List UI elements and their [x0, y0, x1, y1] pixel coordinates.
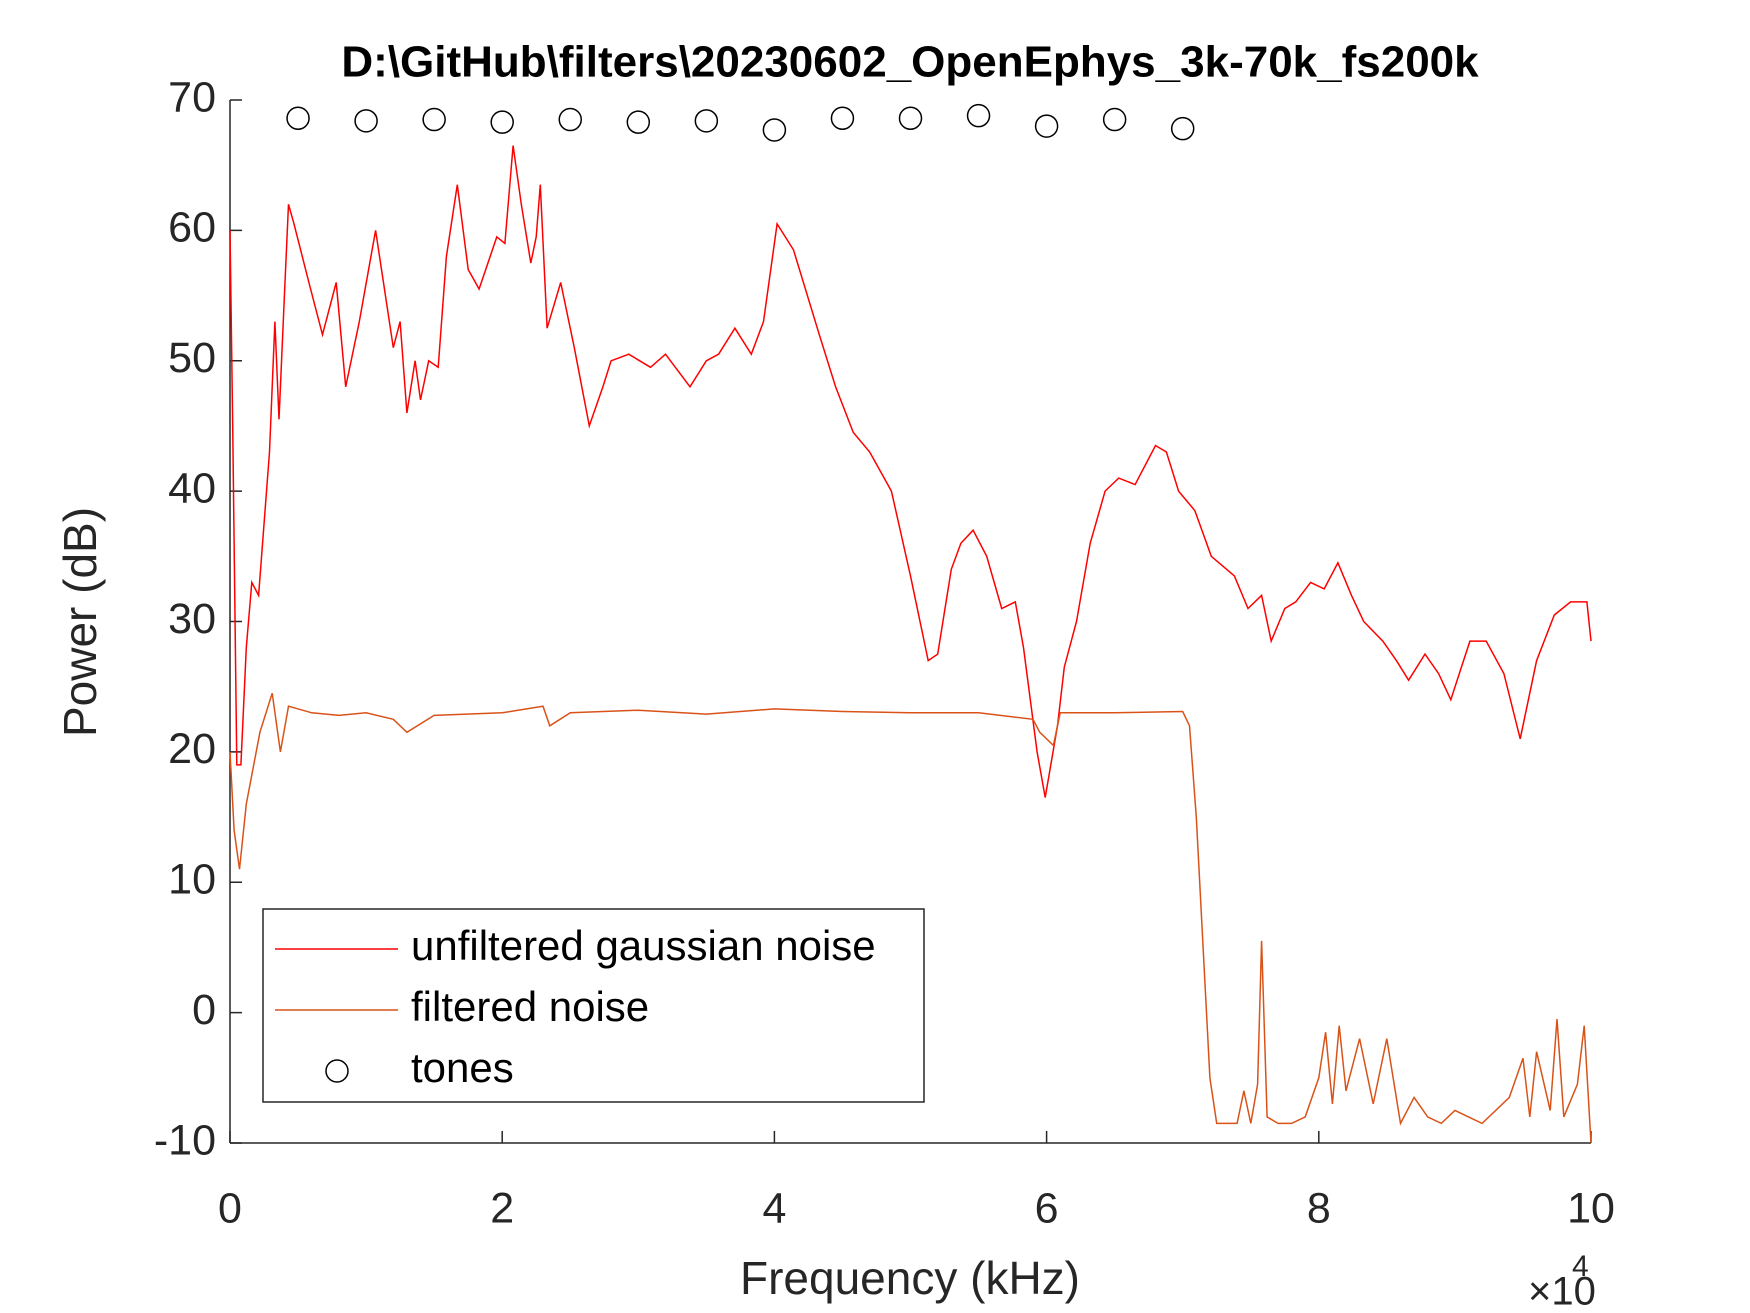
- tone-marker: [694, 109, 719, 133]
- tone-marker: [558, 107, 582, 132]
- tone-marker: [354, 109, 378, 133]
- series-line: [229, 692, 1592, 1144]
- y-tick-label: 60: [168, 204, 216, 252]
- y-tick-label: 30: [168, 595, 216, 643]
- y-tick-label: 70: [168, 73, 216, 121]
- y-tick-label: 20: [168, 725, 216, 773]
- y-tick-label: -10: [154, 1116, 216, 1164]
- y-tick-label: 0: [192, 986, 216, 1034]
- y-tick-label: 50: [168, 334, 216, 382]
- tone-marker: [490, 110, 514, 134]
- x-tick-label: 8: [1307, 1184, 1331, 1232]
- x-tick-label: 6: [1035, 1184, 1059, 1232]
- y-tick-label: 40: [168, 464, 216, 512]
- legend-label: filtered noise: [411, 983, 649, 1030]
- x-tick-label: 2: [490, 1184, 514, 1232]
- legend: unfiltered gaussian noise filtered noise t…: [262, 908, 925, 1103]
- legend-label: unfiltered gaussian noise: [411, 922, 876, 969]
- chart-title: D:\GitHub\filters\20230602_OpenEphys_3k-…: [341, 38, 1479, 87]
- y-tick-label: 10: [168, 856, 216, 904]
- tone-marker: [830, 106, 855, 131]
- tone-marker: [898, 106, 923, 131]
- x-axis-label: Frequency (kHz): [740, 1252, 1080, 1304]
- x-tick-label: 10: [1567, 1184, 1615, 1232]
- x-tick-label: 0: [218, 1184, 242, 1232]
- tone-marker: [1034, 114, 1059, 138]
- tone-marker: [966, 103, 991, 128]
- legend-swatch: [325, 1059, 349, 1083]
- series-line: [229, 145, 1592, 798]
- legend-box: [262, 908, 925, 1103]
- tone-marker: [1170, 116, 1195, 141]
- y-axis-label: Power (dB): [54, 507, 106, 737]
- x-scale-label: ×10: [1528, 1270, 1596, 1313]
- tone-marker: [286, 106, 310, 131]
- x-tick-label: 4: [762, 1184, 786, 1232]
- tone-marker: [422, 107, 446, 132]
- x-scale-exponent: 4: [1572, 1250, 1589, 1283]
- tone-marker: [626, 110, 651, 134]
- tone-marker: [1102, 107, 1127, 132]
- tone-marker: [762, 118, 787, 142]
- legend-label: tones: [411, 1044, 514, 1091]
